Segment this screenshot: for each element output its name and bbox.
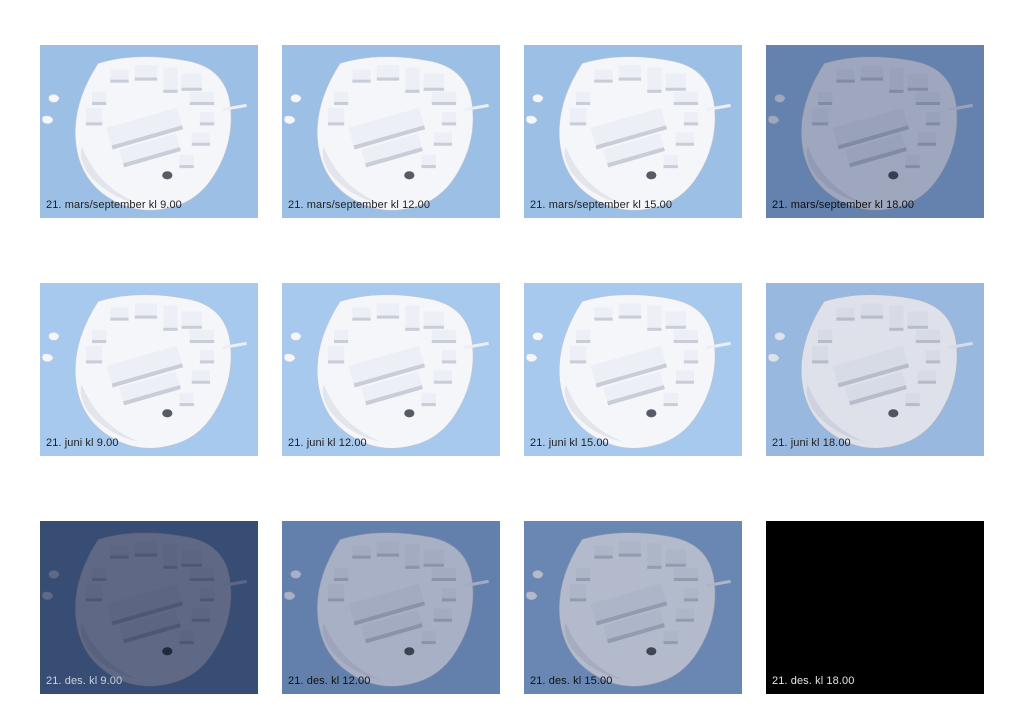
tile-terrain [524, 45, 742, 218]
tile-label: 21. mars/september kl 9.00 [46, 200, 182, 211]
tile-label: 21. juni kl 9.00 [46, 438, 119, 449]
sun-study-tile: 21. mars/september kl 9.00 [40, 45, 258, 218]
sun-study-tile: 21. juni kl 15.00 [524, 283, 742, 456]
sun-study-tile: 21. mars/september kl 15.00 [524, 45, 742, 218]
tile-terrain [524, 521, 742, 694]
tile-label: 21. des. kl 9.00 [46, 676, 122, 687]
tile-terrain [282, 521, 500, 694]
sun-study-page: 21. mars/september kl 9.00 [0, 0, 1024, 724]
tile-label: 21. des. kl 12.00 [288, 676, 370, 687]
sun-study-tile: 21. mars/september kl 18.00 [766, 45, 984, 218]
tile-terrain [766, 45, 984, 218]
sun-study-grid: 21. mars/september kl 9.00 [40, 45, 984, 694]
tile-label: 21. juni kl 18.00 [772, 438, 851, 449]
tile-terrain [40, 45, 258, 218]
sun-study-tile: 21. juni kl 18.00 [766, 283, 984, 456]
tile-label: 21. mars/september kl 18.00 [772, 200, 914, 211]
tile-terrain [282, 283, 500, 456]
sun-study-tile: 21. des. kl 12.00 [282, 521, 500, 694]
sun-study-tile: 21. juni kl 12.00 [282, 283, 500, 456]
tile-terrain [524, 283, 742, 456]
tile-terrain [40, 521, 258, 694]
tile-label: 21. mars/september kl 15.00 [530, 200, 672, 211]
tile-label: 21. mars/september kl 12.00 [288, 200, 430, 211]
tile-label: 21. des. kl 18.00 [772, 676, 854, 687]
tile-label: 21. juni kl 12.00 [288, 438, 367, 449]
sun-study-tile: 21. mars/september kl 12.00 [282, 45, 500, 218]
tile-terrain [282, 45, 500, 218]
sun-study-tile: 21. juni kl 9.00 [40, 283, 258, 456]
tile-terrain [766, 521, 984, 694]
tile-terrain [766, 283, 984, 456]
tile-label: 21. des. kl 15.00 [530, 676, 612, 687]
sun-study-tile: 21. des. kl 9.00 [40, 521, 258, 694]
sun-study-tile: 21. des. kl 18.00 [766, 521, 984, 694]
tile-terrain [40, 283, 258, 456]
tile-label: 21. juni kl 15.00 [530, 438, 609, 449]
sun-study-tile: 21. des. kl 15.00 [524, 521, 742, 694]
